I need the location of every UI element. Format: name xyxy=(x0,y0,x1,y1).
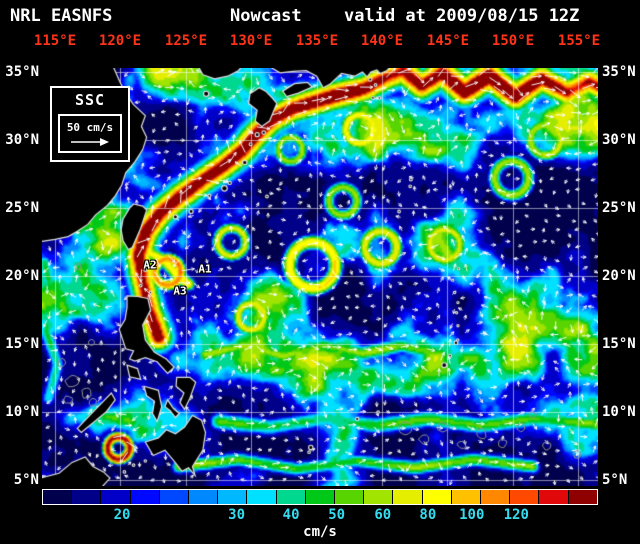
colorbar-cell xyxy=(276,490,305,504)
colorbar-cell xyxy=(72,490,101,504)
lon-tick-label: 115°E xyxy=(33,33,77,49)
lat-tick-label: 20°N xyxy=(602,268,636,284)
system-title: NRL EASNFS xyxy=(10,6,113,26)
lat-tick-label: 35°N xyxy=(602,64,636,80)
scale-box: 50 cm/s xyxy=(58,114,122,153)
colorbar-cell xyxy=(218,490,247,504)
colorbar-cell xyxy=(422,490,451,504)
lon-tick-label: 155°E xyxy=(557,33,601,49)
lat-tick-label: 10°N xyxy=(5,404,39,420)
lon-tick-label: 150°E xyxy=(491,33,535,49)
colorbar-cell xyxy=(247,490,276,504)
colorbar-tick-label: 80 xyxy=(419,507,437,523)
station-label-a3: A3 xyxy=(173,284,187,298)
colorbar-cell xyxy=(305,490,335,504)
lat-tick-label: 5°N xyxy=(602,472,628,488)
legend-title: SSC xyxy=(74,91,106,109)
colorbar-cell xyxy=(189,490,218,504)
lat-tick-label: 5°N xyxy=(13,472,39,488)
colorbar xyxy=(42,489,598,505)
colorbar-cell xyxy=(481,490,510,504)
colorbar-tick-label: 30 xyxy=(228,507,246,523)
lat-tick-label: 15°N xyxy=(602,336,636,352)
colorbar-unit: cm/s xyxy=(303,524,337,540)
lat-tick-label: 25°N xyxy=(602,200,636,216)
lon-tick-label: 120°E xyxy=(98,33,142,49)
lat-tick-label: 35°N xyxy=(5,64,39,80)
ocean-current-map xyxy=(42,68,598,486)
vector-scale-legend: SSC 50 cm/s xyxy=(50,86,130,162)
lon-tick-label: 130°E xyxy=(229,33,273,49)
colorbar-cell xyxy=(130,490,159,504)
lon-tick-label: 135°E xyxy=(295,33,339,49)
lon-tick-label: 145°E xyxy=(426,33,470,49)
colorbar-cell xyxy=(364,490,393,504)
lon-tick-label: 125°E xyxy=(164,33,208,49)
lat-tick-label: 20°N xyxy=(5,268,39,284)
lon-tick-label: 140°E xyxy=(360,33,404,49)
colorbar-cell xyxy=(393,490,422,504)
colorbar-cell xyxy=(335,490,364,504)
lat-tick-label: 15°N xyxy=(5,336,39,352)
colorbar-cell xyxy=(539,490,568,504)
colorbar-cell xyxy=(159,490,189,504)
colorbar-cell xyxy=(568,490,597,504)
lat-tick-label: 25°N xyxy=(5,200,39,216)
colorbar-tick-label: 60 xyxy=(374,507,392,523)
colorbar-tick-label: 120 xyxy=(503,507,529,523)
scale-label: 50 cm/s xyxy=(66,121,114,134)
colorbar-cell xyxy=(451,490,481,504)
lat-tick-label: 30°N xyxy=(5,132,39,148)
station-label-a2: A2 xyxy=(143,258,157,272)
station-label-a1: A1 xyxy=(198,262,212,276)
colorbar-cell xyxy=(43,490,72,504)
colorbar-tick-label: 50 xyxy=(328,507,346,523)
colorbar-cell xyxy=(101,490,130,504)
lat-tick-label: 10°N xyxy=(602,404,636,420)
colorbar-cell xyxy=(510,490,539,504)
scale-arrow-icon xyxy=(71,138,109,146)
product-type: Nowcast xyxy=(230,6,302,26)
colorbar-tick-label: 40 xyxy=(282,507,300,523)
lat-tick-label: 30°N xyxy=(602,132,636,148)
valid-time: valid at 2009/08/15 12Z xyxy=(344,6,580,26)
colorbar-tick-label: 20 xyxy=(113,507,131,523)
colorbar-tick-label: 100 xyxy=(459,507,485,523)
